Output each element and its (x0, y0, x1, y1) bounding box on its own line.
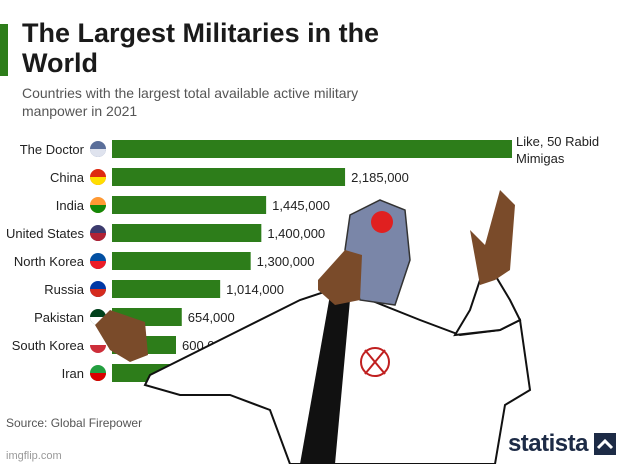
doctor-portrait-icon (90, 141, 106, 157)
value-label: 1,300,000 (257, 254, 315, 269)
south-korea-flag-icon (90, 337, 106, 353)
chart-title: The Largest Militaries in the World (22, 18, 380, 78)
value-label: 610,000 (183, 366, 230, 381)
value-label: 1,014,000 (226, 282, 284, 297)
brand-logo: statista (508, 430, 616, 458)
source-note: Source: Global Firepower (6, 416, 143, 430)
bar (112, 280, 221, 298)
value-label: 654,000 (188, 310, 235, 325)
iran-flag-icon (90, 365, 106, 381)
category-label: South Korea (12, 338, 85, 353)
bar (112, 224, 262, 242)
bar-chart: The Doctor Like, 50 Rabid Mimigas China 2,18… (6, 134, 599, 382)
value-label: Like, 50 Rabid Mimigas (516, 134, 599, 166)
india-flag-icon (90, 197, 106, 213)
watermark: imgflip.com (6, 450, 62, 462)
chart-subtitle: Countries with the largest total availab… (22, 85, 359, 119)
value-label: 1,400,000 (267, 226, 325, 241)
bar (112, 252, 251, 270)
category-label: Pakistan (34, 310, 84, 325)
russia-flag-icon (90, 281, 106, 297)
bar (112, 196, 267, 214)
china-flag-icon (90, 169, 106, 185)
category-label: The Doctor (20, 142, 85, 157)
value-label: 600,000 (182, 338, 229, 353)
north-korea-flag-icon (90, 253, 106, 269)
pakistan-flag-icon (90, 309, 106, 325)
category-label: India (56, 198, 85, 213)
bar (112, 336, 176, 354)
bar (112, 364, 178, 382)
category-label: North Korea (14, 254, 85, 269)
statista-mark-icon (594, 433, 616, 455)
category-label: United States (6, 226, 85, 241)
bar (112, 308, 182, 326)
bar (112, 168, 346, 186)
bar (112, 140, 512, 158)
brand-name: statista (507, 430, 589, 457)
usa-flag-icon (90, 225, 106, 241)
category-label: Russia (44, 282, 85, 297)
category-label: Iran (62, 366, 84, 381)
value-label: 2,185,000 (351, 170, 409, 185)
title-accent-bar (0, 24, 8, 76)
category-label: China (50, 170, 85, 185)
value-label: 1,445,000 (272, 198, 330, 213)
